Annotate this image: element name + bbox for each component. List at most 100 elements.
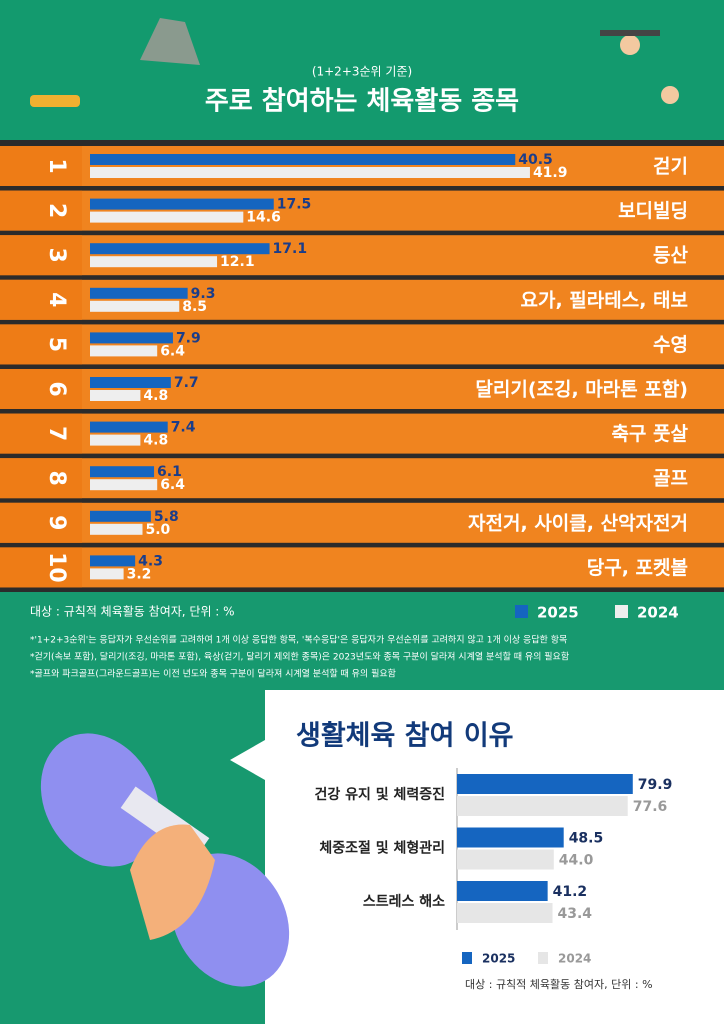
category-label: 자전거, 사이클, 산악자전거 <box>468 512 688 534</box>
value-label: 4.8 <box>143 388 168 404</box>
bar <box>90 167 530 178</box>
rank: 10 <box>44 552 69 583</box>
bar <box>90 421 168 433</box>
value-label: 6.4 <box>160 477 185 493</box>
row <box>0 146 724 186</box>
value-label: 48.5 <box>569 831 604 847</box>
rank-box <box>0 146 82 186</box>
bar <box>90 211 244 223</box>
rank: 9 <box>44 515 69 530</box>
bar <box>90 377 171 388</box>
bar <box>90 523 143 535</box>
value-label: 44.0 <box>559 853 594 869</box>
bar <box>457 774 633 794</box>
rank: 2 <box>44 203 69 218</box>
footnote: *'1+2+3순위'는 응답자가 우선순위를 고려하여 1개 이상 응답한 항목… <box>30 634 567 646</box>
dumbbell-icon <box>40 733 160 867</box>
value-label: 17.5 <box>277 197 312 213</box>
figure-icon <box>661 86 679 104</box>
bar <box>457 796 628 816</box>
bar <box>90 287 188 299</box>
footnote: *걷기(속보 포함), 달리기(조깅, 마라톤 포함), 육상(걷기, 달리기 … <box>30 651 569 663</box>
rank: 4 <box>44 292 69 307</box>
row <box>0 369 724 409</box>
value-label: 6.4 <box>160 343 185 359</box>
value-label: 77.6 <box>633 799 668 815</box>
legend-label: 2024 <box>637 604 679 622</box>
rank: 3 <box>44 248 69 263</box>
rank-box <box>0 502 82 543</box>
bar <box>90 256 218 268</box>
rank-box <box>0 190 82 231</box>
bar <box>90 300 180 312</box>
value-label: 7.4 <box>171 420 196 436</box>
value-label: 41.9 <box>533 165 568 181</box>
title: 생활체육 참여 이유 <box>296 721 514 752</box>
footnote: *골프와 파크골프(그라운드골프)는 이전 년도와 종목 구분이 달라져 시계열… <box>30 668 396 680</box>
mat-icon <box>30 95 80 107</box>
value-label: 14.6 <box>246 210 281 226</box>
category-label: 축구 풋살 <box>611 423 688 445</box>
value-label: 5.8 <box>154 509 179 525</box>
legend-label: 2025 <box>482 952 515 966</box>
legend-label: 2024 <box>558 952 591 966</box>
bar <box>90 243 270 255</box>
category-label: 체중조절 및 체형관리 <box>319 840 445 857</box>
value-label: 4.8 <box>143 433 168 449</box>
value-label: 12.1 <box>220 254 255 270</box>
bar <box>457 903 553 923</box>
row <box>0 279 724 320</box>
bar <box>90 345 158 357</box>
rank-box <box>0 324 82 365</box>
category-label: 골프 <box>653 468 688 490</box>
bar <box>90 510 151 522</box>
value-label: 9.3 <box>191 286 216 302</box>
category-label: 등산 <box>653 245 688 267</box>
bar <box>90 479 158 491</box>
rank-box <box>0 547 82 588</box>
value-label: 7.9 <box>176 330 201 346</box>
legend-swatch <box>538 952 548 964</box>
rank: 6 <box>44 381 69 396</box>
bar <box>90 332 173 344</box>
category-label: 걷기 <box>653 156 688 178</box>
bar <box>90 198 274 210</box>
category-label: 건강 유지 및 체력증진 <box>314 786 445 803</box>
rank-box <box>0 369 82 409</box>
rank: 8 <box>44 471 69 486</box>
row <box>0 458 724 499</box>
value-label: 17.1 <box>273 241 308 257</box>
rank-box <box>0 458 82 499</box>
category-label: 요가, 필라테스, 태보 <box>520 289 688 311</box>
value-label: 8.5 <box>182 299 207 315</box>
rank-box <box>0 235 82 276</box>
bar <box>90 466 155 478</box>
value-label: 7.7 <box>174 375 199 391</box>
row <box>0 235 724 276</box>
rank: 1 <box>44 158 69 173</box>
row <box>0 324 724 365</box>
bar <box>457 827 564 848</box>
value-label: 3.2 <box>127 566 152 582</box>
legend-swatch <box>462 952 472 964</box>
bar <box>90 434 141 446</box>
rank-box <box>0 279 82 320</box>
bar <box>457 881 548 901</box>
category-label: 당구, 포켓볼 <box>587 557 688 579</box>
row <box>0 413 724 454</box>
value-label: 41.2 <box>553 884 588 900</box>
legend-label: 2025 <box>537 604 579 622</box>
header-bg <box>0 0 724 140</box>
rank-box <box>0 413 82 454</box>
bar <box>90 390 141 401</box>
category-label: 보디빌딩 <box>618 200 688 222</box>
bar <box>457 849 554 870</box>
category-label: 달리기(조깅, 마라톤 포함) <box>475 379 688 401</box>
value-label: 6.1 <box>157 464 182 480</box>
subtitle: (1+2+3순위 기준) <box>312 65 412 79</box>
legend-swatch <box>615 605 628 618</box>
value-label: 40.5 <box>518 152 553 168</box>
row <box>0 547 724 588</box>
value-label: 4.3 <box>138 553 163 569</box>
